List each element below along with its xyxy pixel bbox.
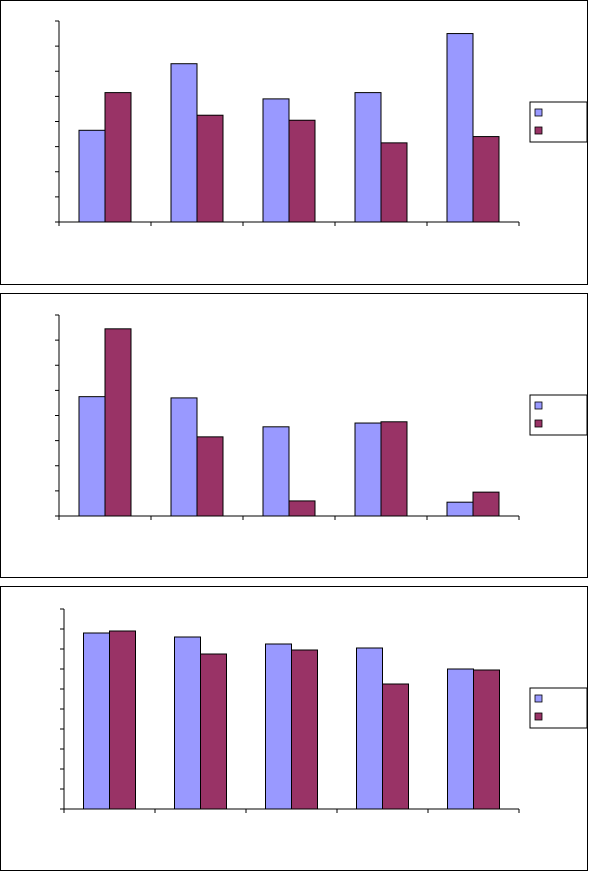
bar-chart-1 — [55, 20, 588, 226]
bar-series-1-cat-1 — [78, 396, 106, 517]
bar-series-2-cat-4 — [380, 421, 408, 517]
bar-series-1-cat-3 — [265, 643, 292, 810]
legend-box — [529, 101, 588, 143]
bar-series-1-cat-4 — [354, 422, 382, 517]
bar-series-2-cat-5 — [472, 491, 500, 517]
legend-swatch-series-1 — [534, 108, 543, 117]
bar-series-1-cat-2 — [170, 63, 198, 223]
bar-series-2-cat-5 — [472, 136, 500, 223]
bar-series-2-cat-2 — [200, 653, 227, 810]
bar-series-1-cat-3 — [262, 426, 290, 517]
legend — [529, 101, 588, 143]
bar-series-2-cat-4 — [382, 683, 409, 810]
bar-series-1-cat-2 — [174, 636, 201, 810]
legend-box — [529, 687, 588, 729]
bar-series-2-cat-5 — [473, 669, 500, 810]
legend-swatch-series-2 — [534, 126, 543, 135]
legend-swatch-series-2 — [534, 419, 543, 428]
legend — [529, 394, 588, 436]
bar-series-1-cat-2 — [170, 397, 198, 517]
chart-panel-1 — [0, 0, 588, 285]
bar-series-2-cat-2 — [196, 436, 224, 517]
bar-series-2-cat-1 — [104, 328, 132, 517]
legend-swatch-series-1 — [534, 401, 543, 410]
bar-series-2-cat-3 — [291, 649, 318, 810]
bar-series-1-cat-1 — [83, 632, 110, 810]
bar-series-2-cat-1 — [104, 92, 132, 223]
chart-panel-2 — [0, 293, 588, 578]
bar-series-1-cat-1 — [78, 129, 106, 223]
bar-series-1-cat-5 — [446, 33, 474, 223]
legend-box — [529, 394, 588, 436]
legend-swatch-series-2 — [534, 712, 543, 721]
bar-chart-2 — [55, 314, 588, 520]
bar-series-1-cat-5 — [446, 501, 474, 517]
chart-panel-3 — [0, 586, 588, 871]
bar-series-1-cat-4 — [354, 92, 382, 223]
bar-series-1-cat-4 — [356, 647, 383, 810]
bar-series-2-cat-3 — [288, 500, 316, 517]
bar-series-2-cat-4 — [380, 142, 408, 223]
legend — [529, 687, 588, 729]
bar-series-1-cat-3 — [262, 98, 290, 223]
bar-series-2-cat-2 — [196, 114, 224, 223]
bar-series-1-cat-5 — [447, 668, 474, 810]
bar-series-2-cat-3 — [288, 119, 316, 223]
bar-series-2-cat-1 — [109, 630, 136, 810]
legend-swatch-series-1 — [534, 694, 543, 703]
bar-chart-3 — [60, 608, 588, 813]
